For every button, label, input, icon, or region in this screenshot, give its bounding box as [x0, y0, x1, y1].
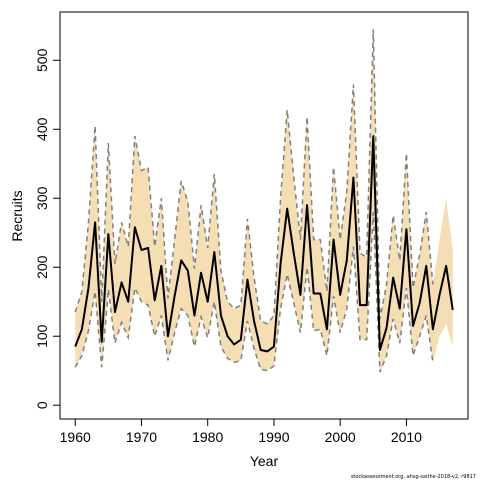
- y-tick-label: 100: [34, 324, 50, 348]
- x-tick-label: 1990: [258, 429, 289, 445]
- y-tick-label: 200: [34, 255, 50, 279]
- lower-bound-line: [74, 212, 434, 373]
- x-tick-label: 2000: [325, 429, 356, 445]
- footnote: stockassessment.org, ahsg-saithe-2018-v2…: [351, 474, 476, 480]
- x-axis-title: Year: [250, 453, 279, 469]
- upper-bound-line: [74, 29, 434, 325]
- x-tick-label: 1980: [192, 429, 223, 445]
- x-tick-label: 2010: [391, 429, 422, 445]
- plot-area: [74, 29, 454, 373]
- estimate-line: [74, 135, 454, 353]
- confidence-band: [75, 29, 453, 373]
- y-axis-title: Recruits: [9, 190, 25, 241]
- y-tick-label: 0: [34, 401, 50, 409]
- x-tick-label: 1970: [126, 429, 157, 445]
- x-tick-label: 1960: [60, 429, 91, 445]
- y-tick-label: 300: [34, 186, 50, 210]
- axes: 1960 1970 1980 1990 2000 2010 0 100 200 300 400 500: [34, 11, 469, 445]
- y-tick-label: 400: [34, 117, 50, 141]
- y-tick-label: 500: [34, 48, 50, 72]
